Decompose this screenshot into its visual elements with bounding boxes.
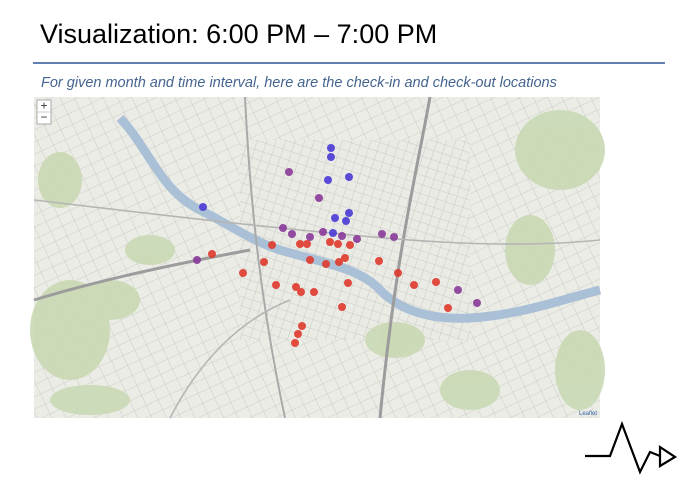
zoom-in[interactable]: + [40,99,47,113]
blue-markers [199,144,353,237]
slide-subtitle: For given month and time interval, here … [41,75,557,91]
map-attribution[interactable]: Leaflet [579,411,597,417]
purple-markers [193,168,481,307]
slide-title: Visualization: 6:00 PM – 7:00 PM [40,19,437,49]
zoom-out[interactable]: − [40,110,47,124]
logo [585,420,678,475]
map[interactable]: + − Leaflet [30,96,605,419]
location-markers [193,144,481,347]
red-markers [208,238,452,347]
